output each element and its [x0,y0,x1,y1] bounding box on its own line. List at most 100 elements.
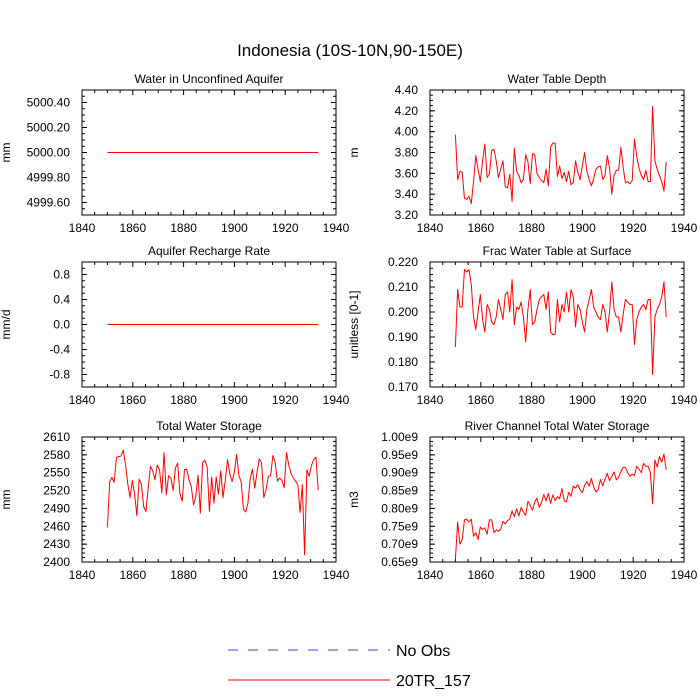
x-tick-label: 1920 [272,221,299,235]
x-tick-label: 1940 [323,221,350,235]
y-tick-label: 0.95e9 [381,448,418,462]
x-tick-label: 1940 [671,221,698,235]
x-tick-label: 1880 [518,221,545,235]
x-tick-label: 1860 [119,221,146,235]
x-tick-label: 1900 [569,393,596,407]
y-tick-label: 4.20 [395,104,419,118]
y-axis-label: mm/d [0,310,13,340]
y-tick-label: 2520 [43,484,70,498]
y-tick-label: 5000.20 [27,121,71,135]
plot-frame [429,89,685,216]
y-tick-label: 1.00e9 [381,430,418,444]
chart-panel-total-water-storage: Total Water Storage mm 1840 1860 1880 1900 192… [0,419,350,582]
x-tick-label: 1900 [569,221,596,235]
y-axis-label: mm [0,143,13,163]
y-tick-label: -0.4 [49,343,70,357]
chart-panel-frac-water-table-at-surface: Frac Water Table at Surface unitless [0-1… [347,244,698,407]
y-tick-label: -0.8 [49,368,70,382]
y-tick-label: 5000.40 [27,96,71,110]
x-tick-label: 1860 [467,568,494,582]
y-tick-label: 4999.60 [27,196,71,210]
y-tick-label: 3.80 [395,146,419,160]
y-tick-label: 4.00 [395,125,419,139]
x-tick-label: 1860 [119,568,146,582]
x-tick-label: 1840 [69,221,96,235]
x-tick-label: 1840 [69,393,96,407]
legend: No Obs 20TR_157 [228,643,471,690]
y-tick-label: 3.20 [395,208,419,222]
series-line-20tr-157 [454,453,667,560]
x-tick-label: 1920 [272,568,299,582]
x-tick-label: 1860 [467,393,494,407]
plot-frame [81,436,337,563]
y-tick-label: 5000.00 [27,146,71,160]
y-axis-label: m3 [347,491,361,508]
x-tick-label: 1840 [69,568,96,582]
chart-title: River Channel Total Water Storage [465,419,650,433]
x-tick-label: 1880 [518,568,545,582]
y-tick-label: 0.90e9 [381,466,418,480]
x-tick-label: 1900 [221,221,248,235]
panels: Water in Unconfined Aquifer mm 1840 1860 188… [0,72,698,582]
x-tick-label: 1940 [671,393,698,407]
x-tick-label: 1940 [671,568,698,582]
y-tick-label: 2430 [43,537,70,551]
y-tick-label: 2550 [43,466,70,480]
x-tick-label: 1880 [170,221,197,235]
series-line-20tr-157 [454,269,667,375]
y-tick-label: 0.80e9 [381,501,418,515]
y-tick-label: 4.40 [395,83,419,97]
x-tick-label: 1900 [221,568,248,582]
y-tick-label: 4999.80 [27,171,71,185]
y-axis-label: mm [0,490,13,510]
x-tick-label: 1900 [569,568,596,582]
x-tick-label: 1940 [323,568,350,582]
chart-panel-aquifer-recharge-rate: Aquifer Recharge Rate mm/d 1840 1860 1880 190… [0,244,350,407]
x-tick-label: 1840 [417,393,444,407]
y-tick-label: 2400 [43,555,70,569]
y-tick-label: 0.220 [388,255,418,269]
x-tick-label: 1880 [170,393,197,407]
x-tick-label: 1900 [221,393,248,407]
x-tick-label: 1880 [170,568,197,582]
plot-frame [429,436,685,563]
chart-title: Frac Water Table at Surface [483,244,632,258]
y-tick-label: 0.210 [388,280,418,294]
y-tick-label: 2610 [43,430,70,444]
x-tick-label: 1920 [620,221,647,235]
series-line-20tr-157 [106,449,319,556]
x-tick-label: 1920 [620,393,647,407]
y-axis-label: unitless [0-1] [347,290,361,358]
plot-frame [429,261,685,388]
y-tick-label: 0.200 [388,305,418,319]
y-tick-label: 0.75e9 [381,519,418,533]
x-tick-label: 1880 [518,393,545,407]
chart-panel-water-in-unconfined-aquifer: Water in Unconfined Aquifer mm 1840 1860 188… [0,72,350,235]
y-tick-label: 0.180 [388,355,418,369]
y-tick-label: 2490 [43,501,70,515]
x-tick-label: 1860 [467,221,494,235]
y-tick-label: 0.85e9 [381,484,418,498]
x-tick-label: 1940 [323,393,350,407]
x-tick-label: 1920 [620,568,647,582]
y-tick-label: 0.170 [388,380,418,394]
figure-title: Indonesia (10S-10N,90-150E) [237,41,463,60]
y-tick-label: 0.8 [53,268,70,282]
chart-title: Water Table Depth [508,72,607,86]
y-axis-label: m [347,148,361,158]
plot-frame [81,261,337,388]
x-tick-label: 1840 [417,568,444,582]
y-tick-label: 0.4 [53,293,70,307]
x-tick-label: 1860 [119,393,146,407]
chart-title: Aquifer Recharge Rate [148,244,270,258]
y-tick-label: 2460 [43,519,70,533]
y-tick-label: 3.40 [395,187,419,201]
y-tick-label: 2580 [43,448,70,462]
chart-panel-river-channel-total-water-storage: River Channel Total Water Storage m3 1840 1… [347,419,698,582]
y-tick-label: 0.70e9 [381,537,418,551]
legend-label-20tr-157: 20TR_157 [396,673,471,690]
x-tick-label: 1920 [272,393,299,407]
series-line-20tr-157 [454,106,667,205]
y-tick-label: 0.190 [388,330,418,344]
